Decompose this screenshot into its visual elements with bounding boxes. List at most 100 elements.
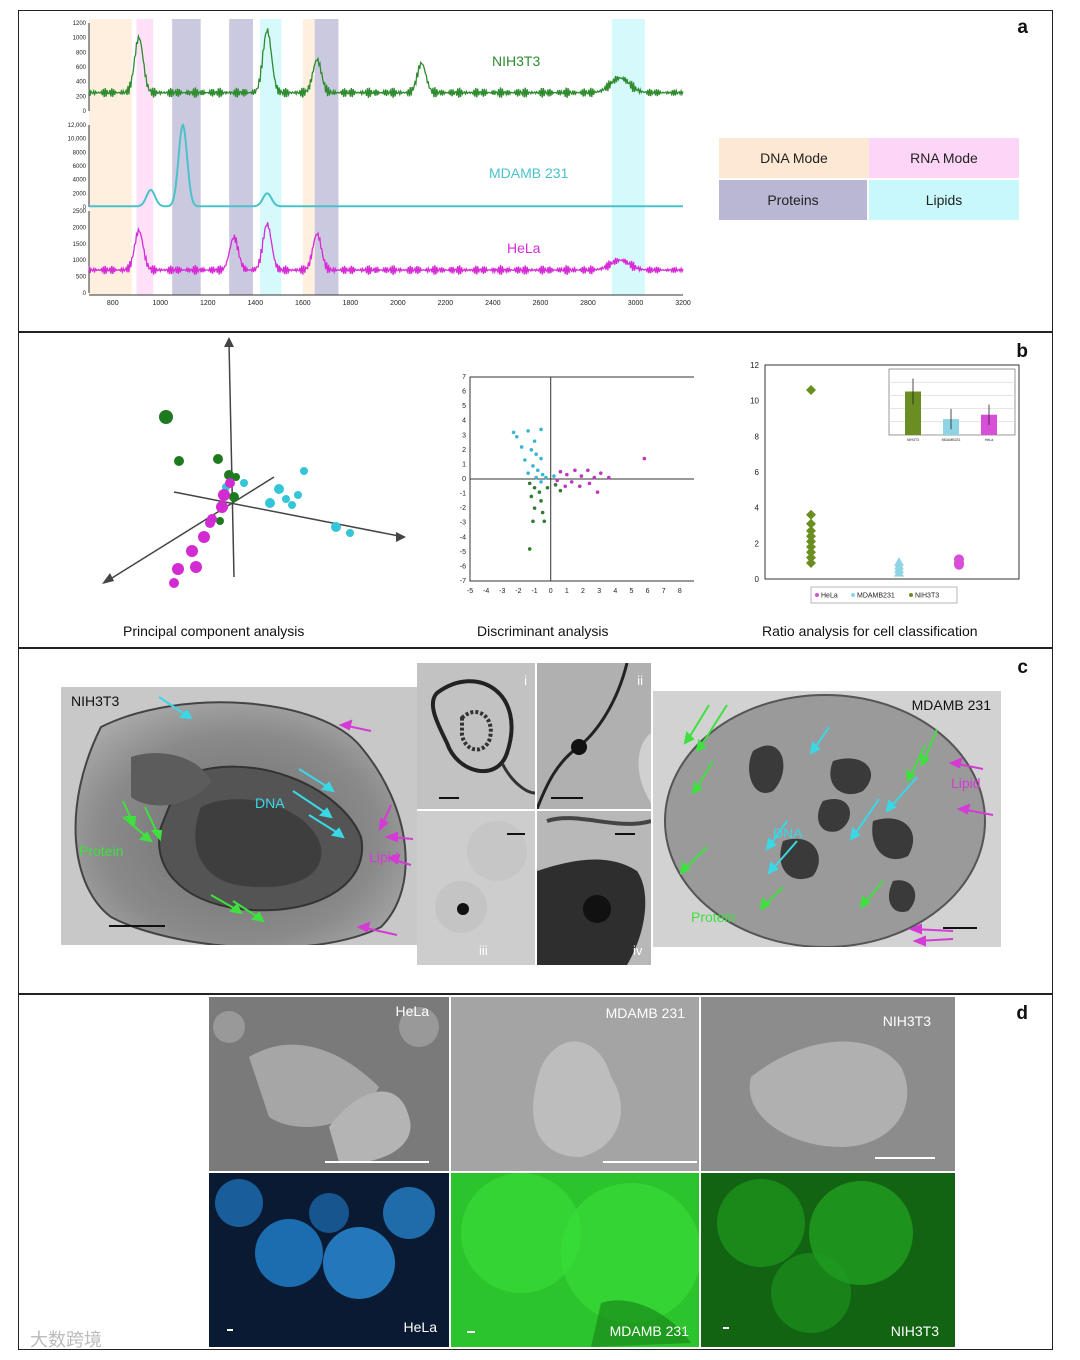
da-point-NIH3T3-4 bbox=[539, 499, 543, 503]
spectral-band-7 bbox=[611, 19, 645, 295]
xtick-1000: 1000 bbox=[152, 300, 168, 307]
da-point-HeLa-9 bbox=[587, 481, 592, 486]
xtick-800: 800 bbox=[107, 300, 119, 307]
da-ytick--4: -4 bbox=[460, 534, 466, 541]
xtick-1400: 1400 bbox=[248, 300, 264, 307]
da-xtick--2: -2 bbox=[515, 588, 521, 595]
da-ytick-2: 2 bbox=[462, 447, 466, 454]
ratio-point-nih3t3-4 bbox=[806, 531, 816, 542]
ytick-nih3t3: 800 bbox=[76, 50, 87, 56]
ytick-hela: 1500 bbox=[73, 242, 87, 248]
ytick-hela: 1000 bbox=[73, 258, 87, 264]
tem-nih3t3-scalebar bbox=[109, 925, 165, 927]
ratio-inset-bar-2 bbox=[981, 414, 997, 435]
ratio-legend-swatch-2 bbox=[909, 593, 913, 597]
da-point-MDAMB231-14 bbox=[544, 475, 548, 480]
fluor-nih3t3-scalebar bbox=[723, 1327, 729, 1329]
tem-inset-i-scalebar bbox=[439, 797, 459, 799]
caption-ratio: Ratio analysis for cell classification bbox=[762, 623, 978, 639]
ytick-nih3t3: 0 bbox=[83, 109, 87, 115]
pca-point-nih3t3-6 bbox=[232, 473, 240, 481]
ratio-inset-label-1: MDAMB231 bbox=[942, 438, 961, 442]
da-xtick--3: -3 bbox=[499, 588, 505, 595]
da-point-MDAMB231-12 bbox=[526, 471, 530, 475]
tem-nih3t3: NIH3T3 DNA Protein Lipid bbox=[61, 687, 417, 945]
da-xtick-2: 2 bbox=[581, 588, 585, 595]
watermark: 大数跨境 bbox=[30, 1330, 102, 1350]
da-xtick-0: 0 bbox=[549, 588, 553, 595]
xtick-3200: 3200 bbox=[675, 300, 691, 307]
ratio-frame bbox=[764, 364, 1020, 580]
ratio-inset-label-0: NIH3T3 bbox=[907, 438, 919, 442]
da-xtick--1: -1 bbox=[531, 588, 537, 595]
tem-inset-i: i bbox=[417, 663, 535, 809]
panel-b: b -5-4-3-2-1012345678976543210-1-2-3-4-5… bbox=[18, 332, 1053, 648]
da-point-HeLa-14 bbox=[555, 478, 559, 483]
ytick-nih3t3: 200 bbox=[76, 94, 87, 100]
da-point-NIH3T3-0 bbox=[527, 481, 532, 486]
pca-arrow-2 bbox=[396, 532, 406, 542]
pca-point-mdamb231-7 bbox=[346, 529, 354, 537]
da-point-NIH3T3-5 bbox=[532, 506, 537, 510]
pca-point-hela-9 bbox=[225, 478, 235, 488]
ratio-point-nih3t3-6 bbox=[806, 541, 816, 552]
pca-point-mdamb231-4 bbox=[288, 501, 296, 509]
da-point-HeLa-2 bbox=[573, 468, 577, 473]
ratio-point-mdamb231-3 bbox=[894, 567, 904, 577]
tem-nih3t3-title: NIH3T3 bbox=[71, 693, 120, 709]
legend-dna-mode: DNA Mode bbox=[719, 138, 869, 178]
ratio-legend: HeLa MDAMB231 NIH3T3 bbox=[810, 586, 958, 604]
ratio-ytick-6: 6 bbox=[755, 468, 760, 477]
spectral-band-6 bbox=[314, 19, 339, 295]
da-point-HeLa-8 bbox=[577, 484, 582, 489]
ratio-ytick-4: 4 bbox=[755, 504, 760, 513]
ratio-legend-swatch-1 bbox=[851, 593, 855, 597]
xtick-1600: 1600 bbox=[295, 300, 311, 307]
tem-mdamb231-protein: Protein bbox=[691, 909, 736, 925]
da-point-MDAMB231-10 bbox=[531, 464, 535, 468]
fluor-hela: HeLa bbox=[209, 1173, 449, 1347]
pca-point-hela-5 bbox=[190, 561, 202, 573]
pca-axis-2 bbox=[173, 491, 405, 538]
tem-inset-iv-scalebar bbox=[615, 833, 635, 835]
pca-point-hela-4 bbox=[186, 545, 198, 557]
pca-point-mdamb231-2 bbox=[282, 495, 290, 503]
ratio-ytick-0: 0 bbox=[755, 575, 760, 584]
fluor-hela-scalebar bbox=[227, 1329, 233, 1331]
pca-point-mdamb231-5 bbox=[265, 498, 275, 508]
tem-mdamb231-lipid: Lipid bbox=[951, 775, 981, 791]
pca-arrow-3 bbox=[102, 573, 114, 584]
pca-point-nih3t3-5 bbox=[216, 517, 224, 525]
da-point-HeLa-10 bbox=[595, 490, 600, 494]
pca-point-nih3t3-3 bbox=[224, 470, 234, 480]
xtick-2200: 2200 bbox=[438, 300, 454, 307]
ratio-inset-bar-0 bbox=[905, 391, 921, 435]
pca-axis-3 bbox=[103, 476, 275, 584]
ratio-point-hela-2 bbox=[954, 559, 964, 570]
pca-point-mdamb231-1 bbox=[274, 484, 284, 494]
pca-point-mdamb231-6 bbox=[331, 522, 341, 532]
ratio-scatter: 0 2 4 6 8 10 12 NIH3T3 MDAMB231 HeLa HeLa MDAMB231 N… bbox=[750, 361, 1020, 604]
da-point-MDAMB231-6 bbox=[529, 448, 534, 452]
pca-point-nih3t3-1 bbox=[174, 456, 184, 466]
ratio-legend-swatch-0 bbox=[815, 593, 819, 597]
da-point-MDAMB231-8 bbox=[523, 458, 527, 462]
ytick-hela: 0 bbox=[83, 291, 87, 297]
da-xtick-8: 8 bbox=[678, 588, 682, 595]
da-ytick-5: 5 bbox=[462, 403, 466, 410]
da-point-NIH3T3-12 bbox=[558, 488, 563, 493]
spectral-band-3 bbox=[229, 19, 253, 295]
da-xtick--4: -4 bbox=[483, 588, 489, 595]
series-label-hela: HeLa bbox=[507, 240, 541, 256]
ratio-inset-label-2: HeLa bbox=[985, 438, 993, 442]
da-point-MDAMB231-4 bbox=[539, 427, 543, 432]
xtick-1200: 1200 bbox=[200, 300, 216, 307]
ratio-ytick-12: 12 bbox=[750, 361, 759, 370]
tem-inset-iv: iv bbox=[537, 811, 651, 965]
tem-inset-i-label: i bbox=[524, 673, 527, 688]
spectral-band-5 bbox=[302, 19, 315, 295]
caption-pca: Principal component analysis bbox=[123, 623, 305, 639]
panel-d: d HeLa MDAMB 231 NIH3T3 HeLa bbox=[18, 994, 1053, 1350]
spectral-band-0 bbox=[89, 19, 132, 295]
ratio-point-nih3t3-7 bbox=[806, 547, 816, 558]
